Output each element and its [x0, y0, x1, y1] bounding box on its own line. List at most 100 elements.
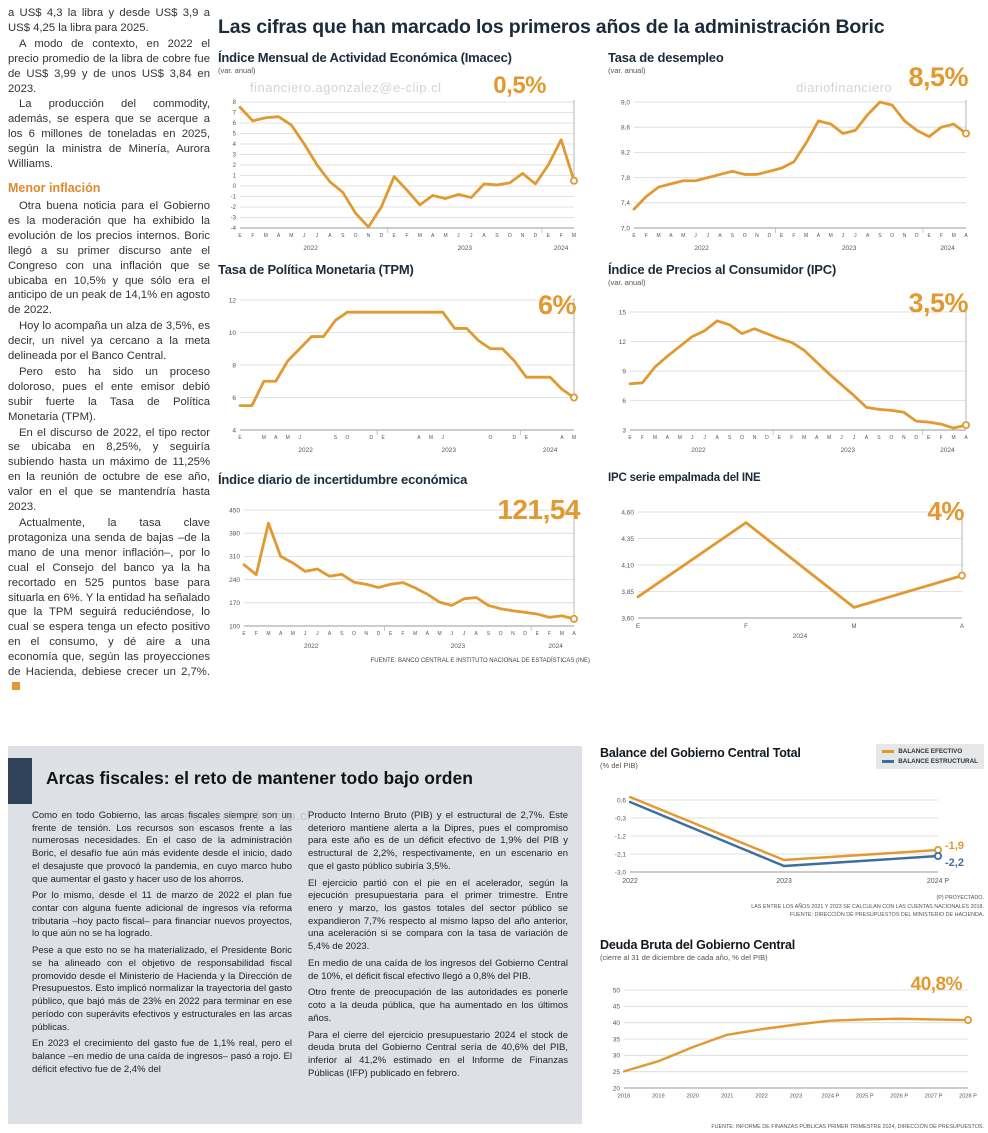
svg-text:S: S: [495, 233, 499, 239]
svg-text:M: M: [678, 435, 682, 441]
svg-text:2020: 2020: [687, 1094, 699, 1100]
svg-text:2022: 2022: [694, 245, 709, 252]
svg-text:M: M: [951, 435, 955, 441]
article-paragraph: Actualmente, la tasa clave protagoniza u…: [8, 516, 210, 695]
svg-text:-4: -4: [231, 226, 237, 232]
svg-text:A: A: [417, 435, 421, 441]
svg-text:0,6: 0,6: [617, 797, 626, 804]
svg-text:170: 170: [229, 600, 240, 607]
svg-text:3: 3: [622, 427, 626, 434]
svg-text:1: 1: [233, 174, 237, 180]
svg-text:6: 6: [232, 395, 236, 402]
desempleo-chart-box: Tasa de desempleo (var. anual) 8,5% 9,0 8…: [608, 50, 982, 256]
svg-text:50: 50: [613, 987, 621, 994]
legend-swatch-efectivo: [882, 750, 895, 753]
svg-text:A: A: [482, 233, 486, 239]
svg-text:-0,3: -0,3: [615, 815, 627, 822]
svg-text:F: F: [641, 435, 644, 441]
article-paragraph: Otra buena noticia para el Gobierno es l…: [8, 199, 210, 317]
svg-text:N: N: [902, 435, 906, 441]
svg-text:J: J: [316, 233, 319, 239]
svg-text:2022: 2022: [304, 643, 319, 650]
ipc-chart-box: Índice de Precios al Consumidor (IPC) (v…: [608, 262, 982, 460]
svg-text:O: O: [743, 233, 747, 239]
svg-text:O: O: [499, 631, 503, 637]
article-column: a US$ 4,3 la libra y desde US$ 3,9 a US$…: [8, 6, 210, 696]
chart-title: Índice Mensual de Actividad Económica (I…: [218, 50, 512, 65]
svg-text:A: A: [715, 435, 719, 441]
svg-text:2018: 2018: [618, 1094, 630, 1100]
fiscal-column-2: Producto Interno Bruto (PIB) y el estruc…: [308, 810, 568, 1116]
svg-text:30: 30: [613, 1053, 621, 1060]
svg-text:M: M: [653, 435, 657, 441]
svg-text:M: M: [429, 435, 433, 441]
svg-text:2022: 2022: [622, 878, 638, 885]
svg-text:J: J: [457, 233, 460, 239]
svg-text:M: M: [437, 631, 441, 637]
svg-text:2028 P: 2028 P: [959, 1094, 977, 1100]
watermark: diariofinanciero: [796, 80, 893, 95]
legend-label: BALANCE EFECTIVO: [898, 748, 963, 755]
svg-text:F: F: [405, 233, 408, 239]
svg-text:-2: -2: [231, 205, 237, 211]
svg-text:D: D: [523, 631, 527, 637]
svg-text:M: M: [264, 233, 268, 239]
svg-text:N: N: [521, 233, 525, 239]
svg-text:F: F: [251, 233, 254, 239]
svg-text:25: 25: [613, 1069, 621, 1076]
svg-text:S: S: [334, 435, 338, 441]
chart-subtitle: (var. anual): [218, 66, 256, 75]
imacec-line-chart: 8 7 6 5 4 3 2 1 0 -1 -2 -3 -4 E F M A M J J A S O N D E F M A M J J A S O N…: [218, 94, 590, 252]
article-paragraph: A modo de contexto, en 2022 el precio pr…: [8, 37, 210, 95]
svg-text:S: S: [340, 631, 344, 637]
article-subhead: Menor inflación: [8, 180, 101, 195]
svg-text:F: F: [548, 631, 551, 637]
chart-subtitle: (% del PIB): [600, 761, 638, 770]
svg-text:2024 P: 2024 P: [927, 878, 950, 885]
svg-text:J: J: [316, 631, 319, 637]
svg-text:E: E: [628, 435, 632, 441]
svg-text:A: A: [277, 233, 281, 239]
svg-text:M: M: [413, 631, 417, 637]
svg-text:N: N: [753, 435, 757, 441]
end-of-article-marker: [12, 681, 20, 690]
svg-text:20: 20: [613, 1085, 621, 1092]
svg-text:F: F: [255, 631, 258, 637]
svg-text:9: 9: [622, 368, 626, 375]
fiscal-paragraph: En 2023 el crecimiento del gasto fue de …: [32, 1038, 292, 1075]
svg-text:7: 7: [233, 111, 237, 117]
svg-text:J: J: [298, 435, 301, 441]
svg-text:2024 P: 2024 P: [822, 1094, 840, 1100]
svg-text:E: E: [632, 233, 636, 239]
svg-text:F: F: [940, 435, 943, 441]
svg-text:J: J: [303, 233, 306, 239]
article-paragraph: Hoy lo acompaña un alza de 3,5%, es deci…: [8, 320, 210, 363]
svg-text:2024: 2024: [940, 245, 955, 252]
svg-text:6: 6: [233, 121, 237, 127]
svg-text:A: A: [560, 435, 564, 441]
watermark: financiero.agonzalez@e-clip.cl: [250, 80, 442, 95]
svg-text:3,60: 3,60: [621, 615, 634, 622]
chart-title: Deuda Bruta del Gobierno Central: [600, 938, 796, 952]
article-paragraph: Pero esto ha sido un proceso doloroso, p…: [8, 365, 210, 423]
tpm-chart-box: Tasa de Política Monetaria (TPM) 6% 12 10…: [218, 262, 590, 460]
svg-text:100: 100: [229, 623, 240, 630]
chart-title: Índice diario de incertidumbre económica: [218, 472, 468, 487]
svg-text:M: M: [443, 233, 447, 239]
source-note: FUENTE: BANCO CENTRAL E INSTITUTO NACION…: [370, 658, 590, 664]
svg-text:-3,0: -3,0: [615, 869, 627, 876]
svg-text:40: 40: [613, 1020, 621, 1027]
svg-text:A: A: [817, 233, 821, 239]
svg-text:-1,2: -1,2: [615, 833, 627, 840]
svg-text:E: E: [927, 435, 931, 441]
svg-text:O: O: [740, 435, 744, 441]
svg-text:7,0: 7,0: [621, 225, 630, 232]
svg-text:3,85: 3,85: [621, 589, 634, 596]
svg-text:-2,1: -2,1: [615, 851, 627, 858]
chart-title: IPC serie empalmada del INE: [608, 472, 761, 484]
svg-text:N: N: [903, 233, 907, 239]
svg-text:380: 380: [229, 531, 240, 538]
svg-text:F: F: [744, 624, 748, 630]
chart-title: Balance del Gobierno Central Total: [600, 746, 801, 760]
